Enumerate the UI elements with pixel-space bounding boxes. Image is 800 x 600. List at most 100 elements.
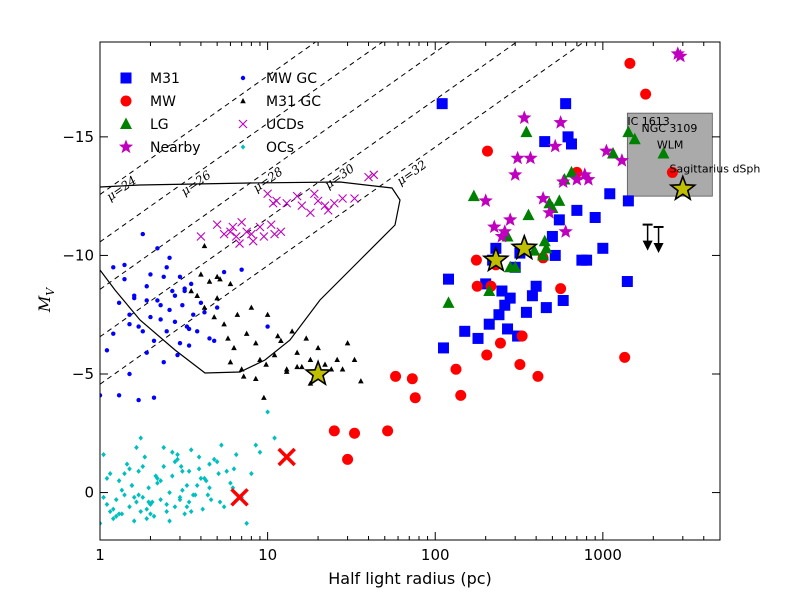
data-point xyxy=(282,198,292,208)
data-point xyxy=(581,172,596,186)
data-point xyxy=(328,425,340,437)
data-point xyxy=(119,487,125,493)
data-point xyxy=(180,303,185,308)
series-upper-limits xyxy=(642,223,664,253)
data-point xyxy=(499,299,511,311)
data-point xyxy=(349,427,361,439)
mu-label-28: μ=28 xyxy=(250,164,285,195)
data-point xyxy=(459,325,471,337)
data-point xyxy=(207,336,212,341)
data-point xyxy=(334,356,340,362)
data-point xyxy=(442,296,455,308)
data-point xyxy=(140,231,145,237)
data-point xyxy=(480,278,492,290)
data-point xyxy=(483,318,495,330)
data-point xyxy=(577,167,592,181)
data-point xyxy=(219,442,224,448)
data-point xyxy=(322,361,328,367)
data-point xyxy=(358,378,364,384)
data-point xyxy=(565,165,578,178)
data-point xyxy=(565,138,577,150)
data-point xyxy=(252,375,259,381)
data-point xyxy=(233,452,239,458)
data-point xyxy=(276,227,286,237)
data-point xyxy=(129,482,135,489)
data-point xyxy=(144,506,150,512)
data-point xyxy=(134,444,139,451)
mu-label-24: μ=24 xyxy=(104,173,139,204)
data-point xyxy=(670,46,685,60)
legend-label: M31 GC xyxy=(266,94,321,110)
mu-label-26: μ=26 xyxy=(178,168,213,199)
data-point xyxy=(136,397,141,403)
data-point xyxy=(560,98,572,110)
legend-item: UCDs xyxy=(238,117,304,133)
x-tick-label: 1 xyxy=(95,546,105,564)
data-point xyxy=(272,196,281,206)
data-point xyxy=(467,189,480,202)
data-point xyxy=(198,271,204,277)
data-point xyxy=(144,516,150,522)
data-point xyxy=(180,468,185,474)
data-point xyxy=(224,468,229,474)
data-point xyxy=(248,304,255,310)
data-point xyxy=(227,359,234,365)
y-axis-label: MV xyxy=(35,287,57,313)
data-point xyxy=(146,499,151,505)
data-point xyxy=(134,499,139,505)
shaded-region xyxy=(626,112,713,197)
data-point xyxy=(217,499,223,505)
data-point xyxy=(148,314,153,320)
data-point xyxy=(509,260,522,273)
data-point xyxy=(369,170,379,180)
legend-label: LG xyxy=(150,117,169,133)
legend-label: Nearby xyxy=(150,140,201,156)
data-point xyxy=(390,370,402,382)
data-point xyxy=(472,332,484,344)
series-nearby xyxy=(478,46,688,243)
data-point xyxy=(161,274,166,279)
mu-line-24 xyxy=(100,42,317,195)
series-highlighted-ocs xyxy=(230,447,296,507)
data-point xyxy=(205,492,211,498)
data-point xyxy=(136,468,141,474)
data-point xyxy=(122,471,127,477)
data-point xyxy=(231,232,241,241)
data-point xyxy=(338,194,347,203)
data-point xyxy=(113,513,119,519)
mu-label-30: μ=30 xyxy=(322,161,357,192)
data-point xyxy=(175,452,180,458)
data-point xyxy=(248,236,258,246)
data-point xyxy=(190,492,196,498)
data-point xyxy=(186,343,192,348)
data-point xyxy=(111,265,116,270)
data-point xyxy=(382,425,394,437)
data-point xyxy=(481,145,493,157)
data-point xyxy=(214,459,220,465)
data-point xyxy=(504,292,516,304)
legend-label: OCs xyxy=(266,140,294,156)
data-point xyxy=(329,198,339,208)
data-point xyxy=(323,205,333,215)
x-tick-label: 1000 xyxy=(584,546,622,564)
data-point xyxy=(526,290,538,302)
data-point xyxy=(289,328,295,334)
data-point xyxy=(202,310,207,315)
data-point xyxy=(542,205,557,219)
data-point xyxy=(164,501,170,508)
data-point xyxy=(306,208,315,218)
data-point xyxy=(144,284,149,289)
x-axis-label: Half light radius (pc) xyxy=(328,569,492,588)
data-point xyxy=(214,273,220,279)
data-point xyxy=(668,174,697,201)
annotation: Sagittarius dSph xyxy=(670,162,761,175)
data-point xyxy=(100,520,103,526)
data-point xyxy=(217,276,223,282)
data-point xyxy=(558,224,573,238)
data-point xyxy=(538,234,551,247)
series-ocs xyxy=(100,409,277,526)
legend-item: M31 GC xyxy=(240,94,321,110)
data-point xyxy=(556,174,571,188)
y-tick-label: −5 xyxy=(72,365,94,383)
legend-marker xyxy=(238,119,248,129)
